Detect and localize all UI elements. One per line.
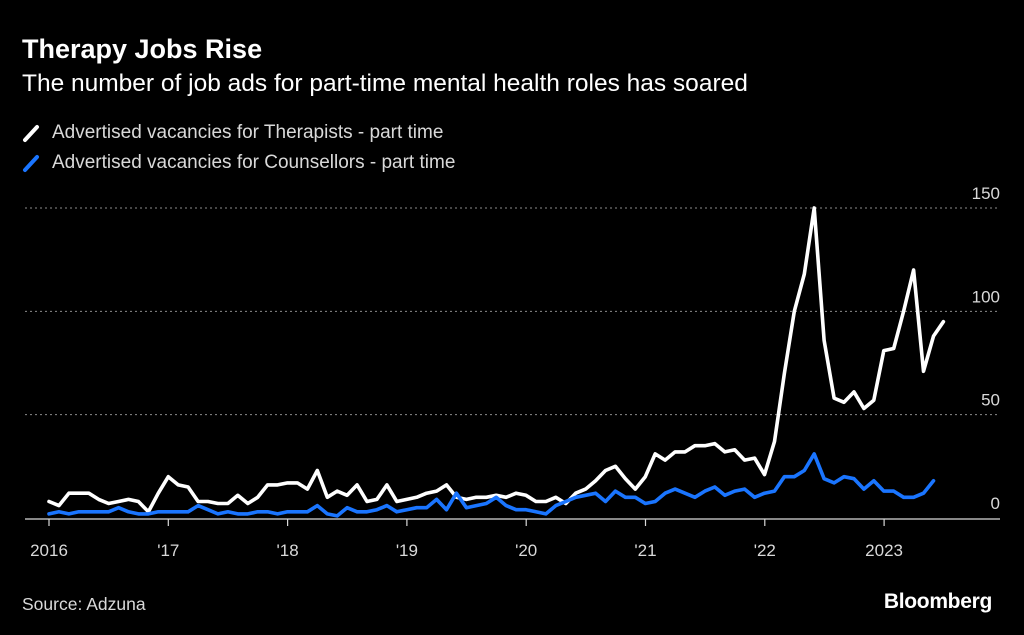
grid [25, 207, 1000, 416]
legend-swatch-therapists-icon [22, 123, 42, 143]
legend-label-therapists: Advertised vacancies for Therapists - pa… [52, 122, 444, 143]
x-tick-label: '18 [277, 541, 299, 560]
x-tick-label: '22 [754, 541, 776, 560]
x-tick-label: 2016 [30, 541, 68, 560]
y-tick-label: 100 [972, 287, 1000, 306]
x-tick-label: 2023 [865, 541, 903, 560]
source-note: Source: Adzuna [22, 594, 146, 614]
legend-label-counsellors: Advertised vacancies for Counsellors - p… [52, 152, 456, 173]
legend-item-counsellors: Advertised vacancies for Counsellors - p… [22, 148, 455, 178]
x-axis: 2016 '17 '18 '19 '20 '21 '22 2023 [25, 518, 1000, 560]
x-tick-label: '20 [515, 541, 537, 560]
legend: Advertised vacancies for Therapists - pa… [22, 118, 455, 178]
x-tick-label: '19 [396, 541, 418, 560]
x-tick-label: '21 [634, 541, 656, 560]
y-axis: 0 50 100 150 [972, 184, 1000, 513]
legend-item-therapists: Advertised vacancies for Therapists - pa… [22, 118, 455, 148]
chart-subtitle: The number of job ads for part-time ment… [22, 70, 748, 97]
legend-swatch-counsellors-icon [22, 153, 42, 173]
bloomberg-logo: Bloomberg [883, 590, 992, 613]
y-tick-label: 50 [981, 391, 1000, 410]
series-line-counsellors [47, 452, 936, 518]
chart-title: Therapy Jobs Rise [22, 34, 263, 64]
y-tick-label: 0 [991, 494, 1000, 513]
series-group [47, 206, 946, 518]
series-line-therapists [47, 206, 946, 514]
y-tick-label: 150 [972, 184, 1000, 203]
x-tick-label: '17 [157, 541, 179, 560]
